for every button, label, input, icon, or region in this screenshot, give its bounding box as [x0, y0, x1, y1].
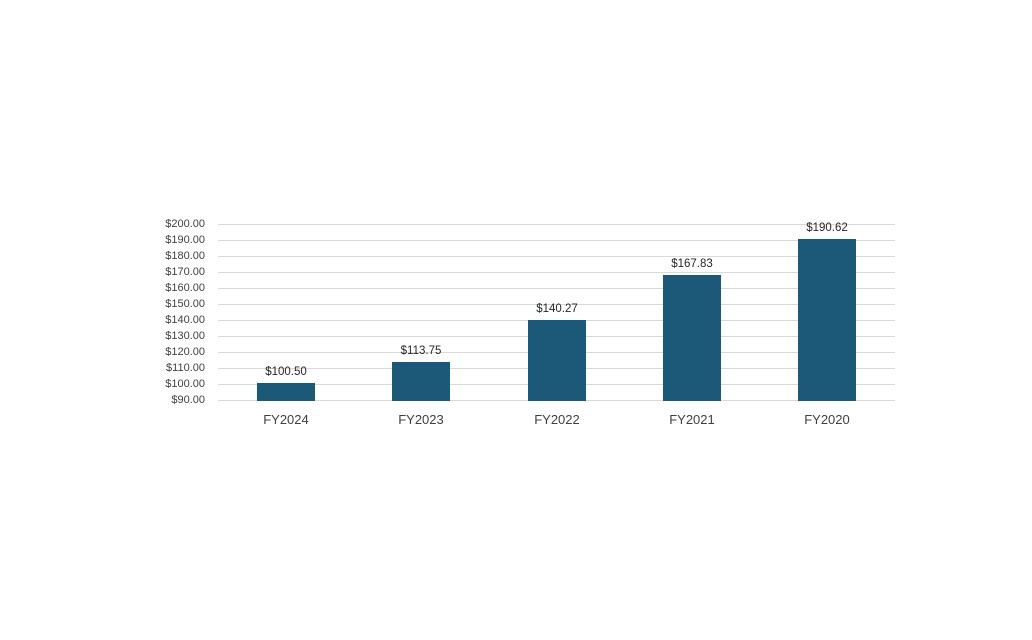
bar-fy2022: [528, 320, 586, 401]
x-axis-category-label: FY2024: [263, 412, 309, 427]
y-axis-tick-label: $140.00: [165, 314, 205, 326]
bar-value-label: $167.83: [671, 258, 713, 270]
bar-value-label: $190.62: [806, 222, 848, 234]
bar-fy2020: [798, 239, 856, 401]
y-axis-tick-label: $150.00: [165, 298, 205, 310]
y-axis-tick-label: $190.00: [165, 234, 205, 246]
y-axis-tick-label: $120.00: [165, 346, 205, 358]
bar-value-label: $140.27: [536, 303, 578, 315]
y-axis-tick-label: $90.00: [171, 394, 205, 406]
y-axis-tick-label: $130.00: [165, 330, 205, 342]
bar-fy2023: [392, 362, 450, 401]
gridline: [218, 240, 895, 241]
x-axis-category-label: FY2023: [398, 412, 444, 427]
y-axis-tick-label: $110.00: [166, 362, 205, 374]
bar-value-label: $113.75: [400, 345, 442, 357]
y-axis-tick-label: $170.00: [165, 266, 205, 278]
gridline: [218, 224, 895, 225]
x-axis-category-label: FY2021: [669, 412, 715, 427]
y-axis-tick-label: $180.00: [165, 250, 205, 262]
x-axis-category-label: FY2022: [534, 412, 580, 427]
gridline: [218, 304, 895, 305]
bar-value-label: $100.50: [265, 366, 307, 378]
bar-fy2021: [663, 275, 721, 401]
bar-fy2024: [257, 383, 315, 401]
x-axis-category-label: FY2020: [804, 412, 850, 427]
y-axis-tick-label: $200.00: [165, 218, 205, 230]
gridline: [218, 256, 895, 257]
y-axis-tick-label: $160.00: [165, 282, 205, 294]
gridline: [218, 288, 895, 289]
y-axis-tick-label: $100.00: [165, 378, 205, 390]
gridline: [218, 272, 895, 273]
